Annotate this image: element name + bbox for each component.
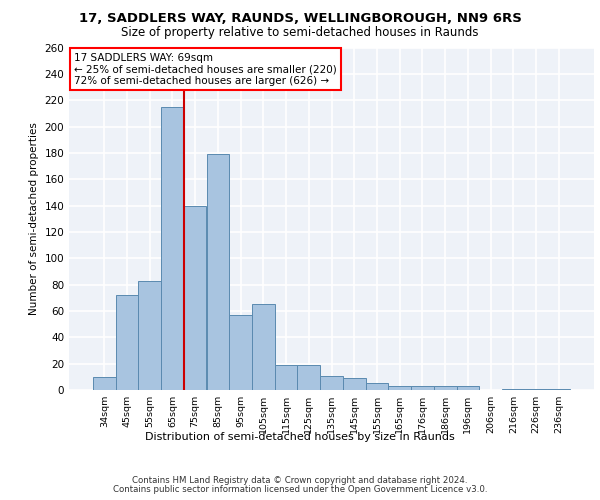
Bar bbox=[139, 280, 161, 390]
Bar bbox=[388, 386, 411, 390]
Bar bbox=[206, 154, 229, 390]
Bar bbox=[524, 388, 547, 390]
Bar bbox=[343, 378, 365, 390]
Bar bbox=[320, 376, 343, 390]
Bar bbox=[229, 315, 252, 390]
Text: 17 SADDLERS WAY: 69sqm
← 25% of semi-detached houses are smaller (220)
72% of se: 17 SADDLERS WAY: 69sqm ← 25% of semi-det… bbox=[74, 52, 337, 86]
Bar bbox=[252, 304, 275, 390]
Text: Contains HM Land Registry data © Crown copyright and database right 2024.: Contains HM Land Registry data © Crown c… bbox=[132, 476, 468, 485]
Text: 17, SADDLERS WAY, RAUNDS, WELLINGBOROUGH, NN9 6RS: 17, SADDLERS WAY, RAUNDS, WELLINGBOROUGH… bbox=[79, 12, 521, 25]
Bar bbox=[434, 386, 457, 390]
Bar bbox=[161, 107, 184, 390]
Bar bbox=[411, 386, 434, 390]
Bar bbox=[457, 386, 479, 390]
Bar bbox=[275, 365, 298, 390]
Bar bbox=[365, 384, 388, 390]
Bar bbox=[93, 377, 116, 390]
Text: Size of property relative to semi-detached houses in Raunds: Size of property relative to semi-detach… bbox=[121, 26, 479, 39]
Bar bbox=[298, 365, 320, 390]
Text: Contains public sector information licensed under the Open Government Licence v3: Contains public sector information licen… bbox=[113, 485, 487, 494]
Bar bbox=[116, 295, 139, 390]
Bar bbox=[502, 388, 524, 390]
Text: Distribution of semi-detached houses by size in Raunds: Distribution of semi-detached houses by … bbox=[145, 432, 455, 442]
Bar bbox=[184, 206, 206, 390]
Bar bbox=[547, 388, 570, 390]
Y-axis label: Number of semi-detached properties: Number of semi-detached properties bbox=[29, 122, 39, 315]
